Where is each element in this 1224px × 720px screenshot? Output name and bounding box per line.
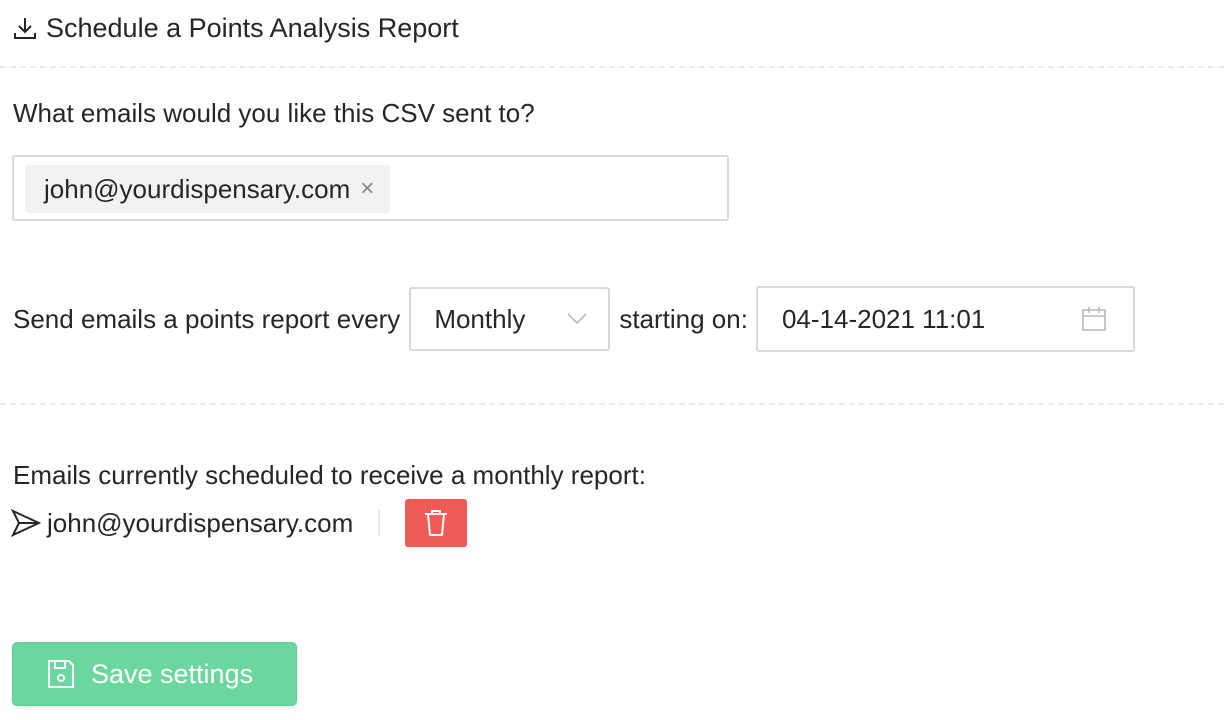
send-icon: [11, 508, 41, 538]
download-icon: [14, 18, 36, 39]
chevron-down-icon: [567, 313, 587, 325]
scheduled-email: john@yourdispensary.com: [47, 507, 354, 538]
scheduled-email-item: john@yourdispensary.com: [11, 499, 468, 547]
save-icon: [48, 660, 74, 688]
delete-button[interactable]: [405, 499, 468, 547]
title-text: Schedule a Points Analysis Report: [46, 12, 459, 43]
frequency-select[interactable]: Monthly: [409, 287, 611, 351]
close-icon[interactable]: ×: [360, 175, 375, 202]
save-label: Save settings: [91, 658, 254, 689]
save-settings-button[interactable]: Save settings: [12, 642, 297, 706]
frequency-value: Monthly: [434, 303, 526, 334]
email-tags-input[interactable]: john@yourdispensary.com ×: [12, 155, 729, 221]
trash-icon: [425, 510, 448, 536]
separator: [378, 510, 381, 536]
start-date-picker[interactable]: 04-14-2021 11:01: [755, 286, 1135, 352]
scheduled-label: Emails currently scheduled to receive a …: [13, 460, 646, 490]
recipients-label: What emails would you like this CSV sent…: [13, 98, 535, 128]
schedule-row: Send emails a points report every Monthl…: [13, 286, 1135, 352]
email-tag: john@yourdispensary.com ×: [25, 165, 391, 213]
starting-label: starting on:: [619, 303, 748, 334]
calendar-icon: [1082, 307, 1106, 331]
divider: [0, 66, 1224, 68]
email-tag-text: john@yourdispensary.com: [44, 173, 351, 204]
divider: [0, 403, 1224, 405]
start-date-value: 04-14-2021 11:01: [781, 303, 986, 334]
page-title: Schedule a Points Analysis Report: [12, 10, 459, 46]
frequency-label: Send emails a points report every: [13, 303, 401, 334]
